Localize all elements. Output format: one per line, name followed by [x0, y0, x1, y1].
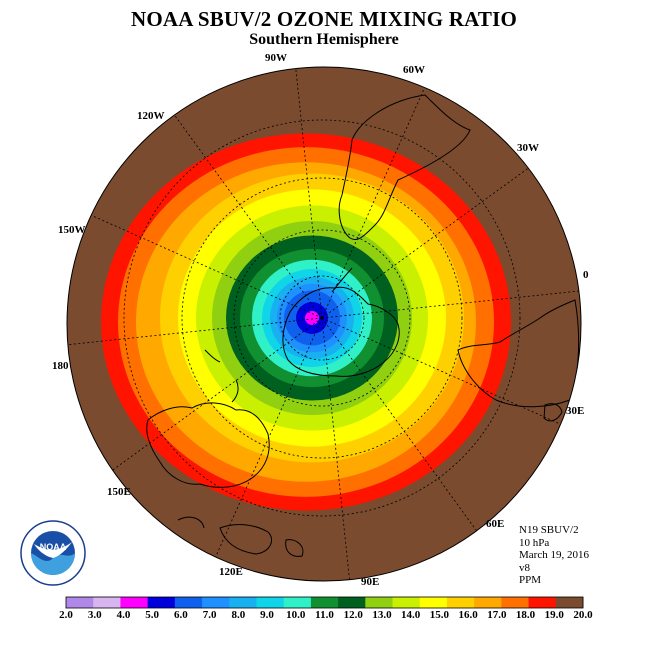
colorbar-swatch	[120, 597, 149, 608]
latitude-circle	[233, 229, 411, 407]
colorbar-tick-label: 6.0	[174, 609, 188, 621]
lon-label-120w: 120W	[137, 110, 165, 122]
colorbar-tick-label: 3.0	[87, 609, 102, 621]
noaa-logo: NOAA	[20, 520, 86, 586]
colorbar-swatch	[93, 597, 121, 608]
meridian-line	[321, 317, 581, 437]
lon-label-120e: 120E	[219, 566, 243, 578]
colorbar-tick-label: 9.0	[260, 609, 274, 621]
latitude-circle	[181, 177, 463, 459]
colorbar-swatch	[392, 597, 421, 608]
lon-label-60w: 60W	[403, 64, 425, 76]
meridian-line	[321, 147, 557, 319]
meridian-line	[321, 317, 353, 581]
colorbar-swatch	[310, 597, 339, 608]
colorbar-tick-label: 12.0	[343, 609, 363, 621]
colorbar-tick-label: 17.0	[487, 609, 507, 621]
pressure-level-label: 10 hPa	[519, 536, 550, 549]
graticule	[67, 67, 581, 581]
colorbar-swatch	[174, 597, 203, 608]
meridian-line	[321, 67, 441, 319]
meridian-line	[87, 317, 323, 489]
info-block: N19 SBUV/2 10 hPa March 19, 2016 v8 PPM	[519, 524, 589, 587]
lon-label-180: 180	[52, 360, 69, 372]
colorbar-tick-label: 10.0	[286, 609, 306, 621]
ozone-band-lobe	[291, 67, 469, 112]
colorbar-frame	[65, 596, 584, 609]
lon-label-90w: 90W	[265, 52, 287, 64]
ozone-band	[305, 311, 319, 325]
ozone-band-lobe	[443, 419, 557, 521]
map-subtitle: Southern Hemisphere	[249, 31, 399, 48]
meridian-line	[291, 67, 323, 319]
lon-label-0: 0	[583, 269, 589, 281]
colorbar-swatch	[256, 597, 285, 608]
lon-label-30w: 30W	[517, 142, 539, 154]
meridian-line	[151, 83, 323, 319]
date-label: March 19, 2016	[519, 549, 589, 561]
colorbar-tick-label: 14.0	[401, 609, 421, 621]
colorbar-swatch	[365, 597, 394, 608]
colorbar-tick-label: 15.0	[429, 609, 449, 621]
ozone-field	[67, 67, 581, 581]
colorbar-tick-label: 4.0	[116, 609, 131, 621]
colorbar-tick-label: 7.0	[202, 609, 217, 621]
logo-text: NOAA	[40, 542, 67, 552]
colorbar-tick-label: 2.0	[59, 609, 73, 621]
meridian-line	[67, 317, 323, 349]
colorbar-swatch	[446, 597, 475, 608]
version-label: v8	[519, 561, 530, 574]
lon-label-30e: 30E	[566, 405, 585, 417]
colorbar-swatch	[419, 597, 448, 608]
colorbar-swatch	[66, 597, 94, 608]
lon-label-90e: 90E	[361, 576, 380, 588]
meridian-line	[321, 317, 493, 553]
latitude-circle	[123, 119, 521, 517]
lon-label-60e: 60E	[486, 518, 505, 530]
meridian-line	[321, 287, 581, 319]
colorbar-swatch	[283, 597, 312, 608]
colorbar-swatch	[501, 597, 530, 608]
units-label: PPM	[519, 574, 542, 586]
lon-label-150w: 150W	[58, 224, 86, 236]
colorbar-tick-label: 19.0	[544, 609, 564, 621]
colorbar-swatch	[555, 597, 584, 608]
colorbar-swatch	[528, 597, 557, 608]
colorbar	[65, 596, 584, 609]
colorbar-tick-label: 13.0	[372, 609, 392, 621]
colorbar-tick-label: 18.0	[515, 609, 536, 621]
colorbar-swatch	[474, 597, 502, 608]
colorbar-tick-label: 20.0	[573, 609, 593, 621]
meridian-line	[203, 317, 323, 581]
colorbar-tick-label: 16.0	[458, 609, 478, 621]
colorbar-tick-label: 5.0	[145, 609, 160, 621]
latitude-circle	[279, 275, 365, 361]
map-title: NOAA SBUV/2 OZONE MIXING RATIO	[131, 7, 517, 31]
colorbar-swatch	[147, 597, 176, 608]
colorbar-swatch	[229, 597, 257, 608]
colorbar-tick-label: 8.0	[231, 609, 246, 621]
colorbar-swatch	[338, 597, 366, 608]
globe-boundary	[66, 66, 582, 582]
colorbar-swatch	[202, 597, 230, 608]
meridian-line	[67, 199, 323, 319]
colorbar-tick-label: 11.0	[315, 609, 334, 621]
instrument-label: N19 SBUV/2	[519, 524, 579, 536]
lon-label-150e: 150E	[107, 486, 131, 498]
